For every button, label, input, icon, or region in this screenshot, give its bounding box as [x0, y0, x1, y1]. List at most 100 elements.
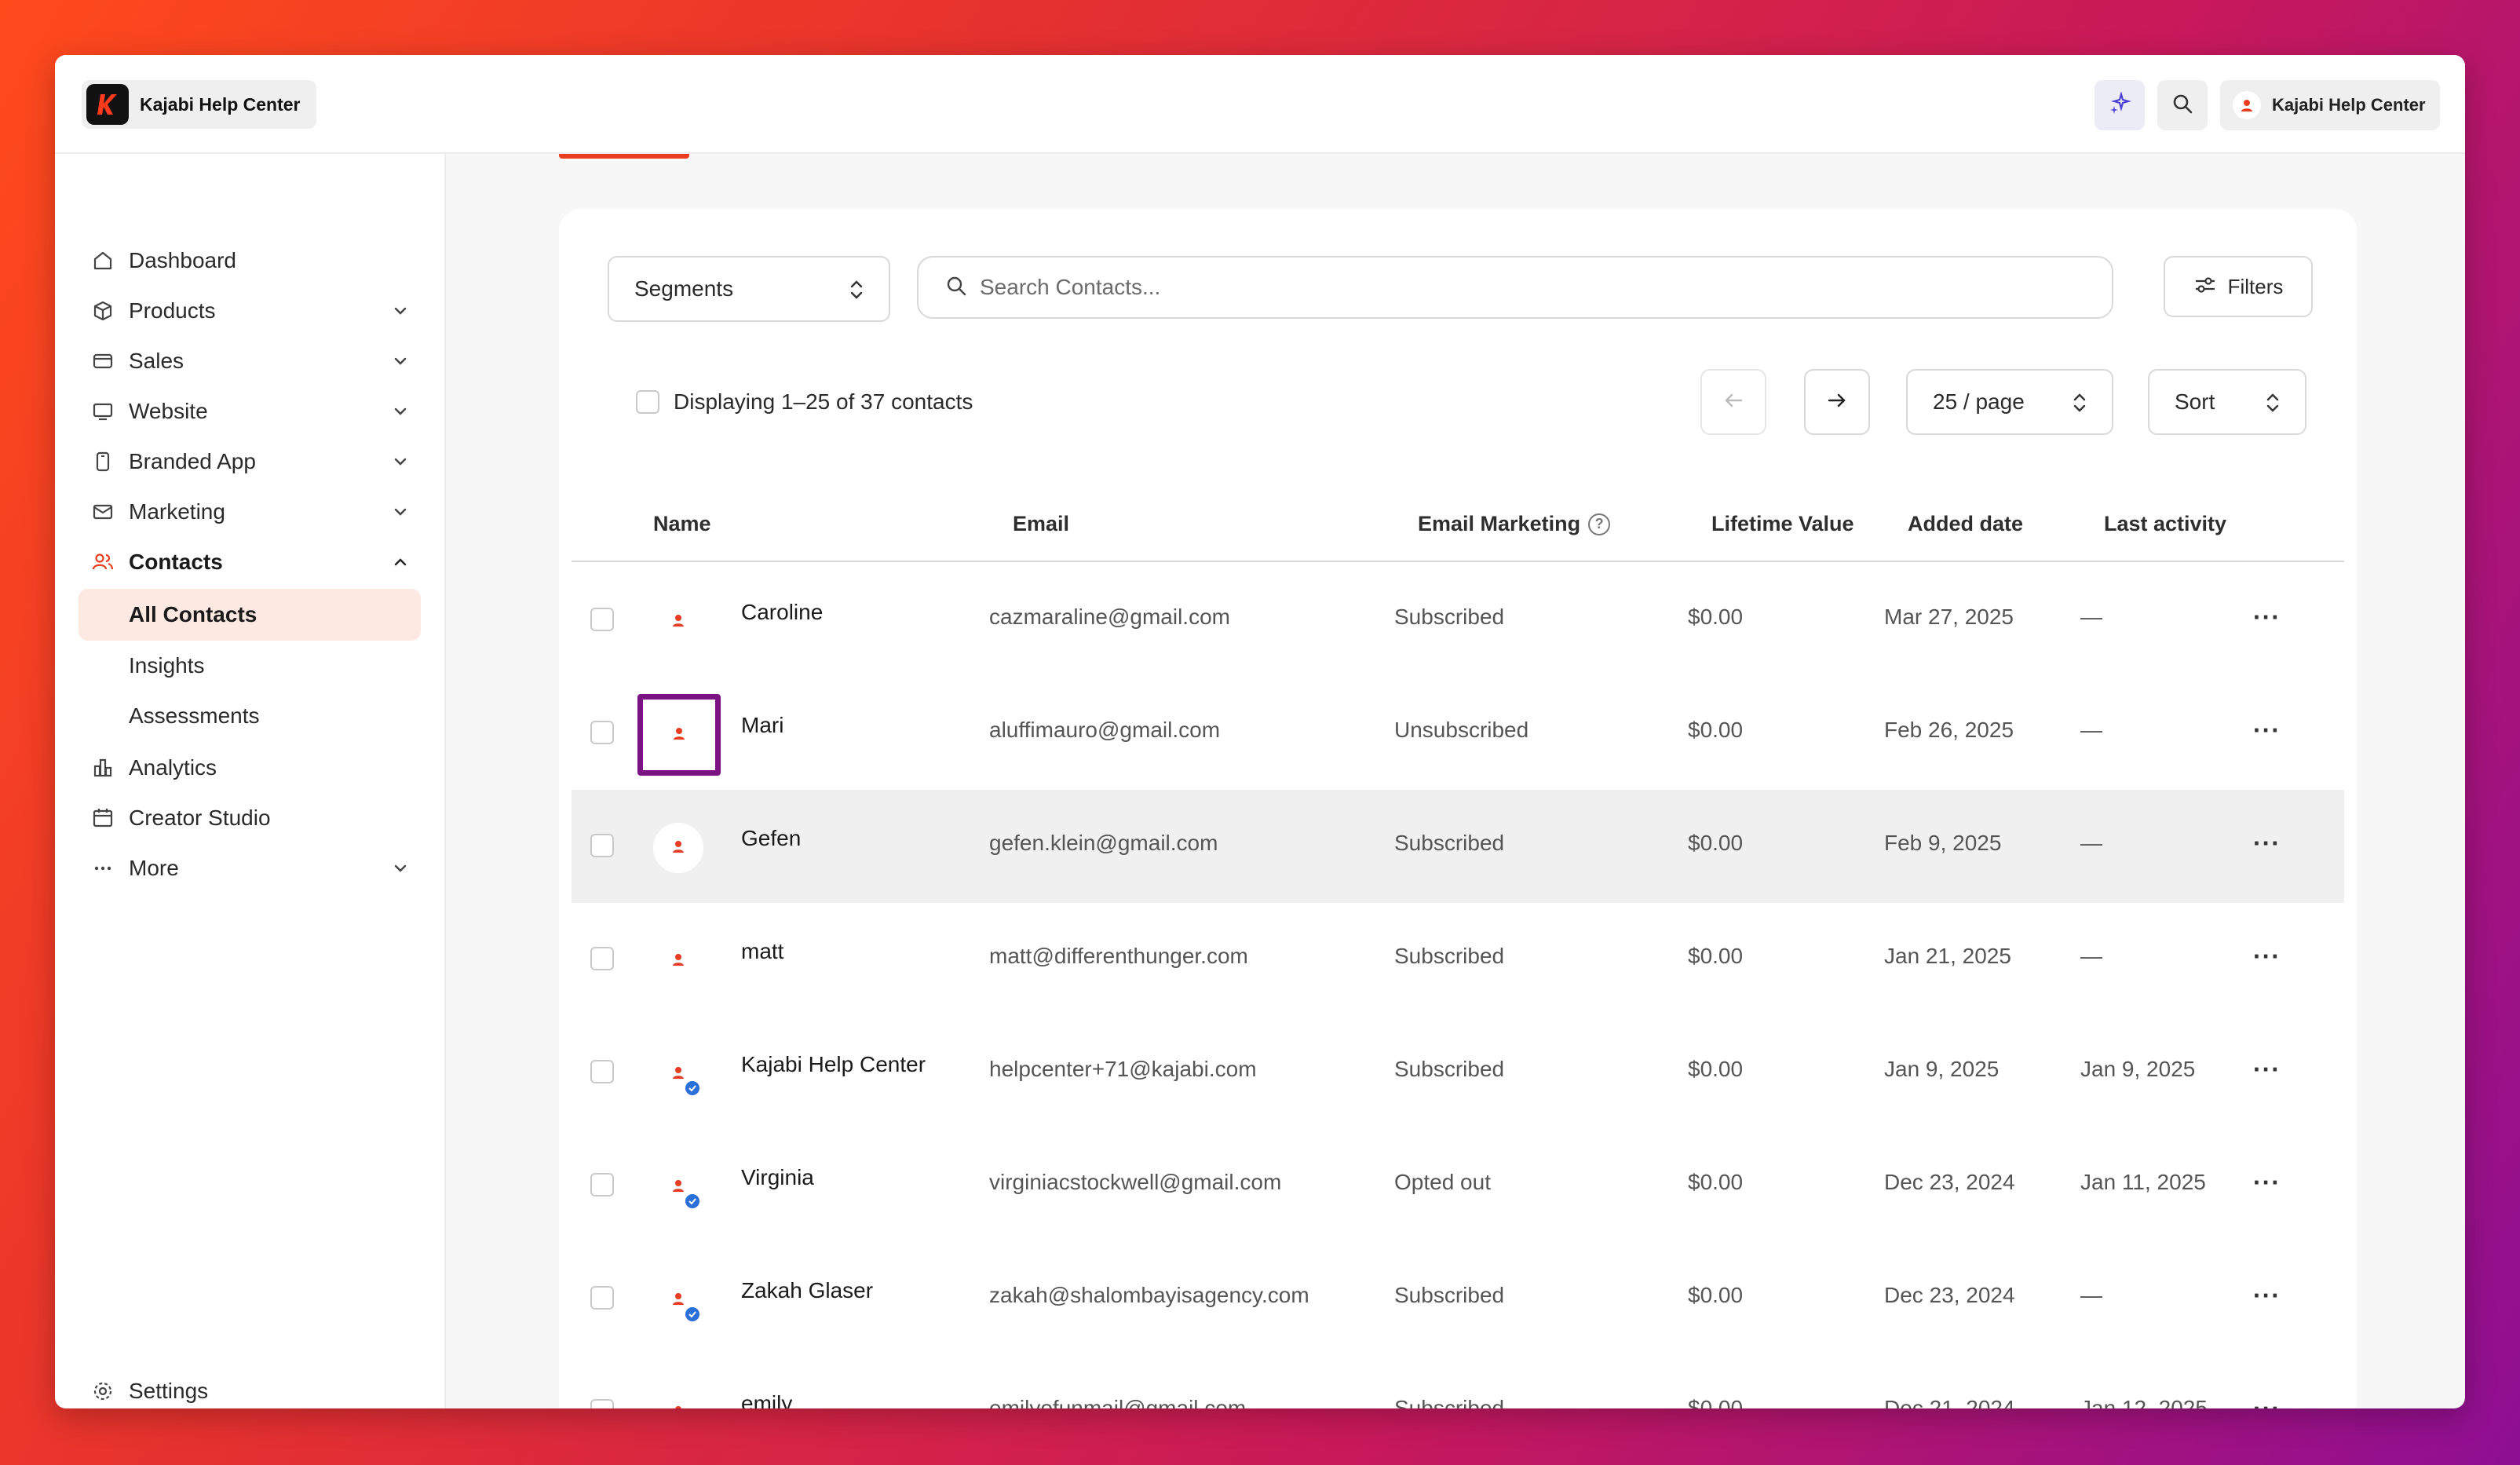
column-header-email[interactable]: Email: [1013, 512, 1070, 535]
row-checkbox[interactable]: [590, 1399, 614, 1408]
account-menu-button[interactable]: Kajabi Help Center: [2220, 80, 2440, 130]
global-search-button[interactable]: [2157, 80, 2208, 130]
table-row[interactable]: Caroline cazmaraline@gmail.com Subscribed $…: [572, 564, 2344, 677]
sidebar-item-sales[interactable]: Sales: [79, 338, 421, 385]
sidebar-item-label: Products: [129, 298, 216, 323]
search-contacts-field[interactable]: [917, 256, 2113, 319]
row-actions-ellipsis-icon[interactable]: ···: [2253, 942, 2281, 970]
sidebar-item-marketing[interactable]: Marketing: [79, 488, 421, 535]
sidebar-item-contacts[interactable]: Contacts: [79, 539, 421, 586]
sidebar-item-more[interactable]: More: [79, 845, 421, 892]
row-actions-ellipsis-icon[interactable]: ···: [2253, 603, 2281, 631]
table-row[interactable]: Gefen gefen.klein@gmail.com Subscribed $0.0…: [572, 790, 2344, 903]
sidebar-item-all-contacts[interactable]: All Contacts: [79, 589, 421, 641]
contact-name[interactable]: Mari: [741, 713, 784, 737]
sidebar-item-insights[interactable]: Insights: [79, 642, 421, 689]
previous-page-button[interactable]: [1700, 369, 1766, 435]
sidebar-item-products[interactable]: Products: [79, 287, 421, 334]
segments-label: Segments: [634, 276, 734, 301]
lifetime-value: $0.00: [1688, 944, 1744, 968]
contact-avatar[interactable]: [653, 823, 703, 873]
row-checkbox[interactable]: [590, 834, 614, 857]
search-input[interactable]: [980, 275, 2000, 300]
email-marketing-status: Subscribed: [1394, 1057, 1505, 1081]
row-checkbox[interactable]: [590, 721, 614, 744]
row-checkbox[interactable]: [590, 1173, 614, 1196]
sidebar-item-creator-studio[interactable]: Creator Studio: [79, 795, 421, 842]
calendar-icon: [91, 806, 115, 830]
last-activity: —: [2080, 605, 2102, 629]
last-activity: —: [2080, 718, 2102, 742]
row-actions-ellipsis-icon[interactable]: ···: [2253, 1055, 2281, 1083]
contact-avatar[interactable]: [653, 1275, 703, 1325]
next-page-button[interactable]: [1804, 369, 1870, 435]
table-row[interactable]: Mari aluffimauro@gmail.com Unsubscribed $0.…: [572, 677, 2344, 790]
sort-select[interactable]: Sort: [2148, 369, 2306, 435]
sidebar-item-settings[interactable]: Settings: [79, 1368, 421, 1408]
sidebar-item-assessments[interactable]: Assessments: [79, 692, 421, 740]
sidebar-item-analytics[interactable]: Analytics: [79, 744, 421, 791]
email-marketing-status: Subscribed: [1394, 944, 1505, 968]
contact-avatar[interactable]: [653, 597, 703, 647]
verified-check-icon: [683, 1192, 702, 1211]
sidebar-item-label: Website: [129, 399, 208, 423]
row-checkbox[interactable]: [590, 1286, 614, 1310]
segments-select[interactable]: Segments: [608, 256, 890, 322]
contact-name[interactable]: Zakah Glaser: [741, 1278, 874, 1302]
search-icon: [2171, 93, 2193, 119]
contact-name[interactable]: Kajabi Help Center: [741, 1052, 926, 1076]
row-actions-ellipsis-icon[interactable]: ···: [2253, 1394, 2281, 1408]
email-marketing-status: Opted out: [1394, 1170, 1491, 1194]
select-all-checkbox[interactable]: [636, 390, 659, 414]
user-icon: [671, 725, 687, 745]
row-actions-ellipsis-icon[interactable]: ···: [2253, 1281, 2281, 1310]
sidebar-item-label: Analytics: [129, 755, 217, 780]
sort-label: Sort: [2175, 389, 2215, 414]
table-row[interactable]: emily emilyofunmail@gmail.com Subscribed $0…: [572, 1355, 2344, 1408]
sidebar-item-label: Sales: [129, 349, 184, 373]
search-icon: [945, 275, 967, 301]
filters-button[interactable]: Filters: [2164, 256, 2313, 317]
contact-avatar[interactable]: [637, 694, 721, 776]
contact-name[interactable]: matt: [741, 939, 784, 963]
contact-avatar[interactable]: [653, 936, 703, 986]
row-checkbox[interactable]: [590, 947, 614, 970]
last-activity: —: [2080, 944, 2102, 968]
contact-name[interactable]: Gefen: [741, 826, 802, 850]
added-date: Feb 9, 2025: [1884, 831, 2002, 855]
contact-email: zakah@shalombayisagency.com: [989, 1283, 1309, 1307]
contact-name[interactable]: Caroline: [741, 600, 824, 624]
email-marketing-status: Unsubscribed: [1394, 718, 1529, 742]
contact-avatar[interactable]: [653, 1388, 703, 1408]
row-checkbox[interactable]: [590, 1060, 614, 1083]
ai-assistant-button[interactable]: [2095, 80, 2145, 130]
contact-name[interactable]: Virginia: [741, 1165, 814, 1189]
column-header-added-date[interactable]: Added date: [1908, 512, 2024, 535]
last-activity: —: [2080, 831, 2102, 855]
brand-switcher[interactable]: Kajabi Help Center: [82, 80, 316, 129]
contact-avatar[interactable]: [653, 1049, 703, 1099]
contact-avatar[interactable]: [653, 1162, 703, 1212]
row-checkbox[interactable]: [590, 608, 614, 631]
monitor-icon: [91, 400, 115, 423]
row-actions-ellipsis-icon[interactable]: ···: [2253, 716, 2281, 744]
top-bar: Kajabi Help Center Kajabi Help Center: [55, 55, 2465, 154]
table-row[interactable]: Zakah Glaser zakah@shalombayisagency.com S…: [572, 1242, 2344, 1355]
row-actions-ellipsis-icon[interactable]: ···: [2253, 829, 2281, 857]
column-header-name[interactable]: Name: [653, 512, 711, 535]
per-page-select[interactable]: 25 / page: [1906, 369, 2113, 435]
column-header-email-marketing[interactable]: Email Marketing ?: [1418, 512, 1611, 536]
table-row[interactable]: Kajabi Help Center helpcenter+71@kajabi.c…: [572, 1016, 2344, 1129]
sidebar-item-dashboard[interactable]: Dashboard: [79, 237, 421, 284]
column-header-lifetime-value[interactable]: Lifetime Value: [1711, 512, 1854, 535]
sidebar-item-website[interactable]: Website: [79, 388, 421, 435]
column-header-last-activity[interactable]: Last activity: [2104, 512, 2227, 535]
lifetime-value: $0.00: [1688, 718, 1744, 742]
table-row[interactable]: matt matt@differenthunger.com Subscribed $0…: [572, 903, 2344, 1016]
contact-name[interactable]: emily: [741, 1391, 793, 1408]
chevron-down-icon: [391, 502, 410, 525]
row-actions-ellipsis-icon[interactable]: ···: [2253, 1168, 2281, 1196]
table-row[interactable]: Virginia virginiacstockwell@gmail.com Opte…: [572, 1129, 2344, 1242]
help-icon[interactable]: ?: [1588, 513, 1611, 535]
sidebar-item-branded-app[interactable]: Branded App: [79, 438, 421, 485]
